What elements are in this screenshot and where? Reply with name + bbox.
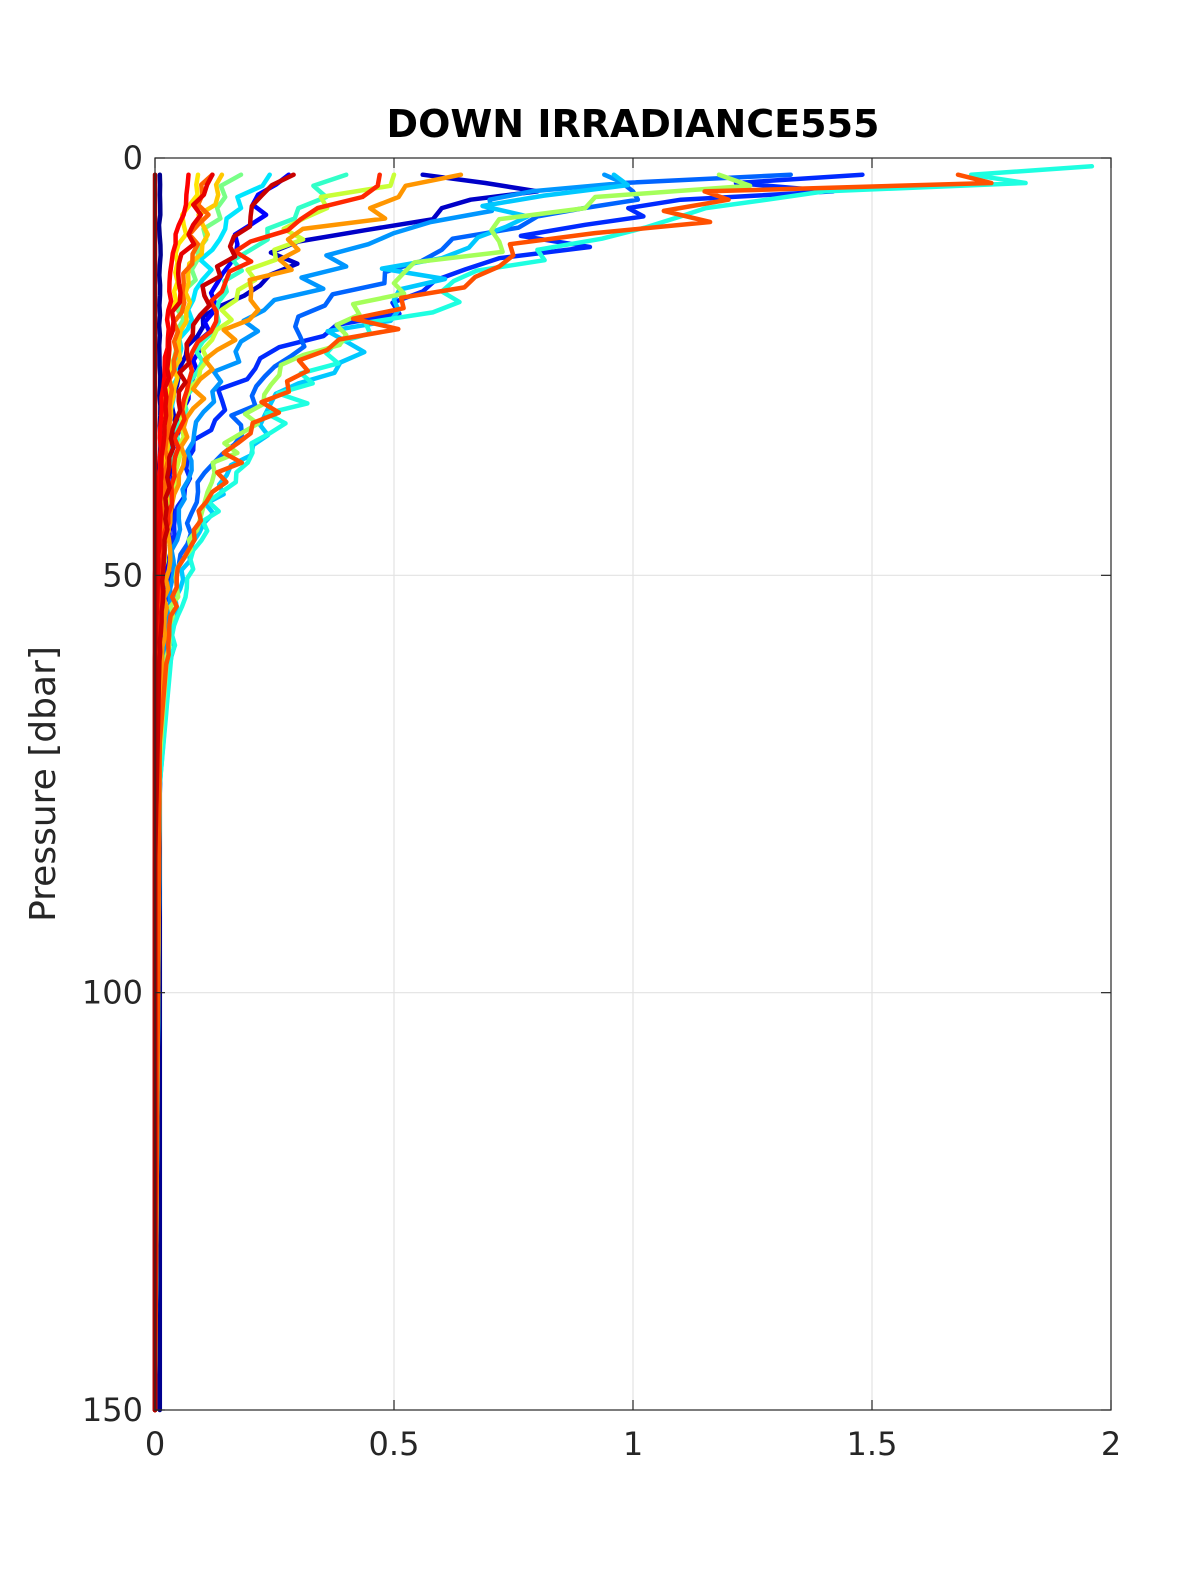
y-axis-label: Pressure [dbar]: [23, 646, 64, 922]
chart-title: DOWN IRRADIANCE555: [387, 102, 880, 146]
y-tick-label: 100: [82, 974, 143, 1012]
y-tick-label: 0: [123, 139, 143, 177]
x-tick-label: 1.5: [847, 1425, 898, 1463]
grid: [155, 158, 1111, 1410]
x-tick-label: 0: [145, 1425, 165, 1463]
series-line: [152, 172, 631, 1413]
y-tick-label: 150: [82, 1391, 143, 1429]
series-line: [152, 172, 793, 1413]
x-tick-label: 2: [1101, 1425, 1121, 1463]
series-line: [152, 172, 865, 1413]
ticks: 0 0.5 1 1.5 2 0 50 100 150: [82, 139, 1121, 1463]
series-line: [152, 172, 994, 1413]
series-line: [152, 172, 626, 1413]
x-tick-label: 0.5: [369, 1425, 420, 1463]
series-line: [152, 172, 753, 1413]
y-tick-label: 50: [102, 556, 143, 594]
series-layer: [152, 164, 1095, 1413]
x-tick-label: 1: [623, 1425, 643, 1463]
